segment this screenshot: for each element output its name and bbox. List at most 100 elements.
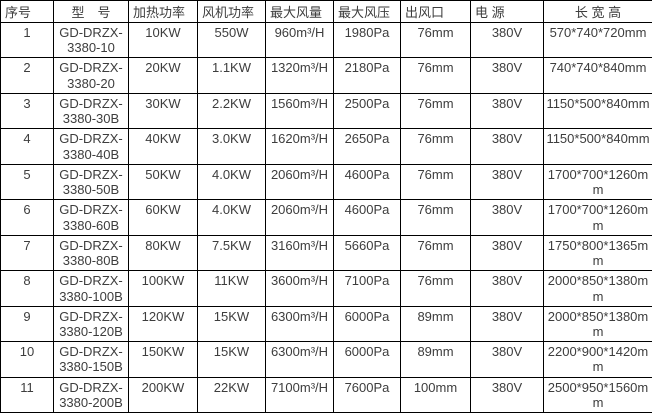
cell: 10KW xyxy=(128,21,198,59)
cell: 380V xyxy=(470,234,544,272)
cell: 76mm xyxy=(400,21,471,59)
cell: GD-DRZX-3380-150B xyxy=(53,341,129,378)
cell: 1 xyxy=(0,21,54,59)
cell: 76mm xyxy=(400,199,471,236)
cell: 380V xyxy=(470,376,544,413)
table-row: 10 GD-DRZX-3380-150B 150KW 15KW 6300m³/H 6000… xyxy=(0,341,652,378)
cell: GD-DRZX-3380-60B xyxy=(53,199,129,236)
column-header: 加热功率 xyxy=(128,0,198,23)
cell: 2.2KW xyxy=(197,92,266,130)
cell: 4.0KW xyxy=(197,199,266,236)
column-header: 长 宽 高 xyxy=(543,0,652,23)
cell: 100KW xyxy=(128,270,198,307)
column-header: 出风口 xyxy=(400,0,471,23)
cell: 100mm xyxy=(400,376,471,413)
cell: 2500Pa xyxy=(333,92,401,130)
cell: GD-DRZX-3380-20 xyxy=(53,57,129,94)
table-body: 1 GD-DRZX-3380-10 10KW 550W 960m³/H 1980Pa 76m… xyxy=(0,21,652,413)
cell: 380V xyxy=(470,163,544,201)
cell: 2200*900*1420mm xyxy=(543,341,652,378)
column-header: 序号 xyxy=(0,0,54,23)
cell: 4600Pa xyxy=(333,163,401,201)
cell: 7100m³/H xyxy=(265,376,334,413)
table-row: 8 GD-DRZX-3380-100B 100KW 11KW 3600m³/H 7100P… xyxy=(0,270,652,307)
cell: GD-DRZX-3380-100B xyxy=(53,270,129,307)
table-row: 4 GD-DRZX-3380-40B 40KW 3.0KW 1620m³/H 2650Pa… xyxy=(0,128,652,165)
column-header: 电 源 xyxy=(470,0,544,23)
cell: 150KW xyxy=(128,341,198,378)
cell: 1750*800*1365mm xyxy=(543,234,652,272)
cell: 3600m³/H xyxy=(265,270,334,307)
cell: 89mm xyxy=(400,341,471,378)
cell: GD-DRZX-3380-10 xyxy=(53,21,129,59)
cell: 380V xyxy=(470,128,544,165)
table-row: 1 GD-DRZX-3380-10 10KW 550W 960m³/H 1980Pa 76m… xyxy=(0,21,652,59)
cell: GD-DRZX-3380-30B xyxy=(53,92,129,130)
cell: 380V xyxy=(470,92,544,130)
cell: 22KW xyxy=(197,376,266,413)
table-row: 11 GD-DRZX-3380-200B 200KW 22KW 7100m³/H 7600… xyxy=(0,376,652,413)
cell: 8 xyxy=(0,270,54,307)
cell: 6000Pa xyxy=(333,305,401,343)
cell: 89mm xyxy=(400,305,471,343)
cell: 2180Pa xyxy=(333,57,401,94)
cell: 76mm xyxy=(400,128,471,165)
header-row: 序号型 号加热功率 风机功率 最大风量 最大风压 出风口电 源长 宽 高 xyxy=(0,0,652,23)
table-row: 2 GD-DRZX-3380-20 20KW 1.1KW 1320m³/H 2180Pa 7… xyxy=(0,57,652,94)
cell: 2060m³/H xyxy=(265,163,334,201)
column-header: 风机功率 xyxy=(197,0,266,23)
cell: GD-DRZX-3380-50B xyxy=(53,163,129,201)
cell: 380V xyxy=(470,57,544,94)
cell: GD-DRZX-3380-120B xyxy=(53,305,129,343)
cell: 76mm xyxy=(400,163,471,201)
cell: 550W xyxy=(197,21,266,59)
cell: 2650Pa xyxy=(333,128,401,165)
cell: 4600Pa xyxy=(333,199,401,236)
cell: 1560m³/H xyxy=(265,92,334,130)
cell: 200KW xyxy=(128,376,198,413)
cell: 30KW xyxy=(128,92,198,130)
cell: 7.5KW xyxy=(197,234,266,272)
column-header: 最大风量 xyxy=(265,0,334,23)
cell: 1700*700*1260mm xyxy=(543,199,652,236)
cell: 76mm xyxy=(400,234,471,272)
cell: 380V xyxy=(470,21,544,59)
cell: 4.0KW xyxy=(197,163,266,201)
cell: 740*740*840mm xyxy=(543,57,652,94)
cell: 11 xyxy=(0,376,54,413)
cell: 7100Pa xyxy=(333,270,401,307)
cell: GD-DRZX-3380-40B xyxy=(53,128,129,165)
cell: 15KW xyxy=(197,341,266,378)
cell: 5660Pa xyxy=(333,234,401,272)
cell: 15KW xyxy=(197,305,266,343)
cell: 10 xyxy=(0,341,54,378)
cell: 2 xyxy=(0,57,54,94)
cell: 1980Pa xyxy=(333,21,401,59)
cell: 7 xyxy=(0,234,54,272)
cell: GD-DRZX-3380-200B xyxy=(53,376,129,413)
table-row: 3 GD-DRZX-3380-30B 30KW 2.2KW 1560m³/H 2500Pa… xyxy=(0,92,652,130)
cell: 3.0KW xyxy=(197,128,266,165)
cell: 76mm xyxy=(400,92,471,130)
column-header: 型 号 xyxy=(53,0,129,23)
cell: 380V xyxy=(470,305,544,343)
cell: 1320m³/H xyxy=(265,57,334,94)
cell: 9 xyxy=(0,305,54,343)
cell: 6000Pa xyxy=(333,341,401,378)
cell: 570*740*720mm xyxy=(543,21,652,59)
cell: 60KW xyxy=(128,199,198,236)
cell: 40KW xyxy=(128,128,198,165)
cell: 80KW xyxy=(128,234,198,272)
cell: 1.1KW xyxy=(197,57,266,94)
cell: 2060m³/H xyxy=(265,199,334,236)
cell: 1700*700*1260mm xyxy=(543,163,652,201)
cell: 50KW xyxy=(128,163,198,201)
cell: 380V xyxy=(470,341,544,378)
cell: 6300m³/H xyxy=(265,305,334,343)
cell: GD-DRZX-3380-80B xyxy=(53,234,129,272)
cell: 2000*850*1380mm xyxy=(543,305,652,343)
cell: 3 xyxy=(0,92,54,130)
cell: 1620m³/H xyxy=(265,128,334,165)
